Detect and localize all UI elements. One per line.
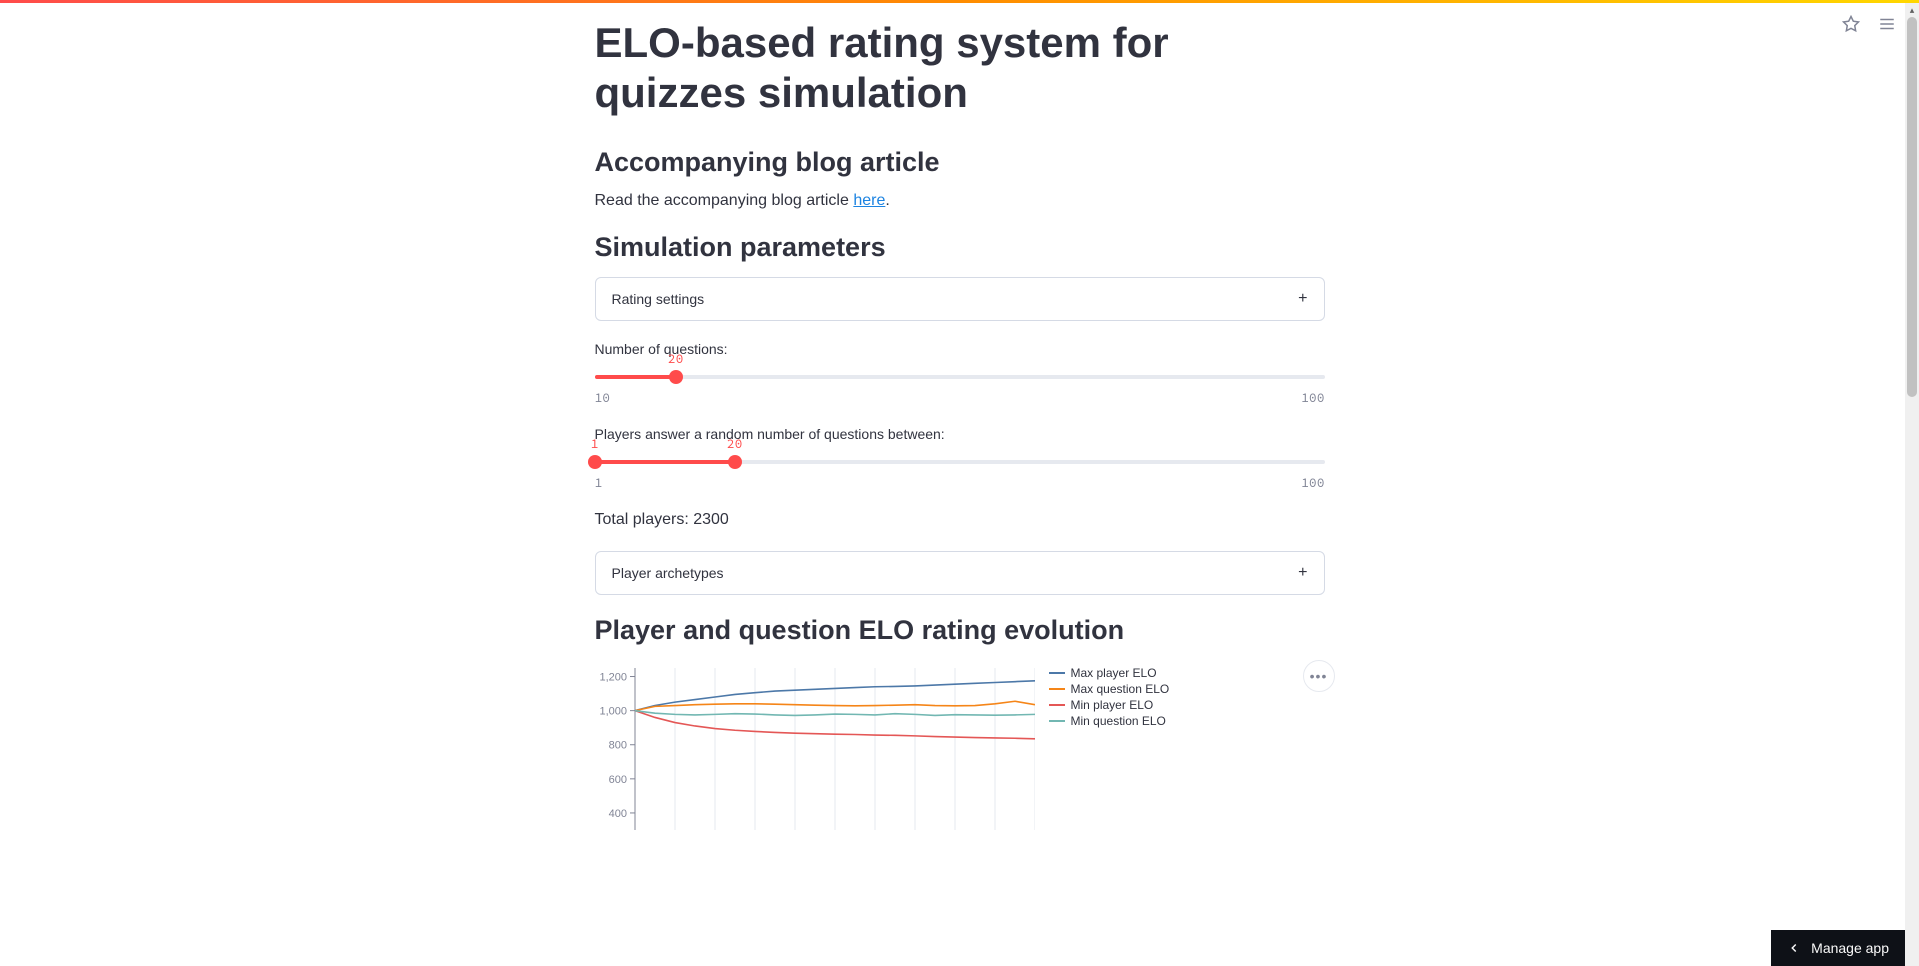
chart-more-icon[interactable]: ••• xyxy=(1303,660,1335,692)
player-archetypes-expander[interactable]: Player archetypes + xyxy=(595,551,1325,595)
num-questions-range: 10 100 xyxy=(595,389,1325,406)
rating-settings-expander[interactable]: Rating settings + xyxy=(595,277,1325,321)
total-players-text: Total players: 2300 xyxy=(595,511,1325,529)
plus-icon: + xyxy=(1298,564,1307,582)
num-questions-thumb[interactable]: 20 xyxy=(669,370,683,384)
legend-item[interactable]: Max player ELO xyxy=(1049,666,1170,680)
legend-label: Max player ELO xyxy=(1071,666,1157,680)
top-gradient-bar xyxy=(0,0,1919,3)
rating-settings-label: Rating settings xyxy=(612,291,705,307)
answer-range-label: Players answer a random number of questi… xyxy=(595,426,1325,442)
hamburger-menu-icon[interactable] xyxy=(1875,12,1899,36)
answer-range-thumb-high[interactable]: 20 xyxy=(728,455,742,469)
answer-range-range: 1 100 xyxy=(595,474,1325,491)
star-icon[interactable] xyxy=(1839,12,1863,36)
legend-label: Min question ELO xyxy=(1071,714,1166,728)
total-players-prefix: Total players: xyxy=(595,511,694,528)
legend-label: Max question ELO xyxy=(1071,682,1170,696)
blog-link[interactable]: here xyxy=(853,192,885,209)
num-questions-value: 20 xyxy=(668,350,684,367)
num-questions-max: 100 xyxy=(1301,389,1324,406)
blog-text: Read the accompanying blog article here. xyxy=(595,192,1325,210)
legend-item[interactable]: Min question ELO xyxy=(1049,714,1170,728)
legend-swatch xyxy=(1049,672,1065,674)
vertical-scrollbar[interactable]: ▴ xyxy=(1905,3,1919,966)
total-players-value: 2300 xyxy=(693,511,729,528)
answer-range-thumb-low[interactable]: 1 xyxy=(588,455,602,469)
answer-range-max: 100 xyxy=(1301,474,1324,491)
chart-heading: Player and question ELO rating evolution xyxy=(595,615,1325,646)
blog-text-prefix: Read the accompanying blog article xyxy=(595,192,854,209)
plus-icon: + xyxy=(1298,290,1307,308)
answer-range-min: 1 xyxy=(595,474,603,491)
legend-item[interactable]: Min player ELO xyxy=(1049,698,1170,712)
main-content: ELO-based rating system for quizzes simu… xyxy=(595,0,1325,835)
chart-plot: 400 600 800 1,000 1,200 xyxy=(595,660,1035,835)
num-questions-label: Number of questions: xyxy=(595,341,1325,357)
svg-text:600: 600 xyxy=(608,774,626,786)
player-archetypes-label: Player archetypes xyxy=(612,565,724,581)
answer-range-high-value: 20 xyxy=(727,435,743,452)
answer-range-track[interactable]: 1 20 xyxy=(595,460,1325,464)
params-heading: Simulation parameters xyxy=(595,232,1325,263)
num-questions-slider: Number of questions: 20 10 100 xyxy=(595,341,1325,406)
manage-app-label: Manage app xyxy=(1811,940,1889,956)
legend-swatch xyxy=(1049,688,1065,690)
svg-text:1,200: 1,200 xyxy=(599,671,627,683)
scrollbar-thumb[interactable] xyxy=(1907,17,1917,397)
legend-item[interactable]: Max question ELO xyxy=(1049,682,1170,696)
manage-app-button[interactable]: Manage app xyxy=(1771,930,1905,966)
legend-swatch xyxy=(1049,720,1065,722)
svg-text:1,000: 1,000 xyxy=(599,705,627,717)
blog-heading: Accompanying blog article xyxy=(595,147,1325,178)
answer-range-slider: Players answer a random number of questi… xyxy=(595,426,1325,491)
chevron-left-icon xyxy=(1787,941,1801,955)
elo-line-chart: 400 600 800 1,000 1,200 xyxy=(595,660,1035,830)
scrollbar-up-arrow[interactable]: ▴ xyxy=(1905,3,1919,17)
svg-text:800: 800 xyxy=(608,740,626,752)
chart-area: 400 600 800 1,000 1,200 Max player ELO Max qu… xyxy=(595,660,1325,835)
legend-label: Min player ELO xyxy=(1071,698,1154,712)
blog-text-suffix: . xyxy=(885,192,889,209)
chart-section: Player and question ELO rating evolution… xyxy=(595,615,1325,835)
svg-text:400: 400 xyxy=(608,808,626,820)
answer-range-fill xyxy=(595,460,735,464)
page-title: ELO-based rating system for quizzes simu… xyxy=(595,18,1325,119)
top-actions xyxy=(1839,12,1899,36)
chart-legend: Max player ELO Max question ELO Min player… xyxy=(1049,666,1170,730)
num-questions-min: 10 xyxy=(595,389,611,406)
num-questions-fill xyxy=(595,375,676,379)
answer-range-low-value: 1 xyxy=(591,435,599,452)
num-questions-track[interactable]: 20 xyxy=(595,375,1325,379)
legend-swatch xyxy=(1049,704,1065,706)
